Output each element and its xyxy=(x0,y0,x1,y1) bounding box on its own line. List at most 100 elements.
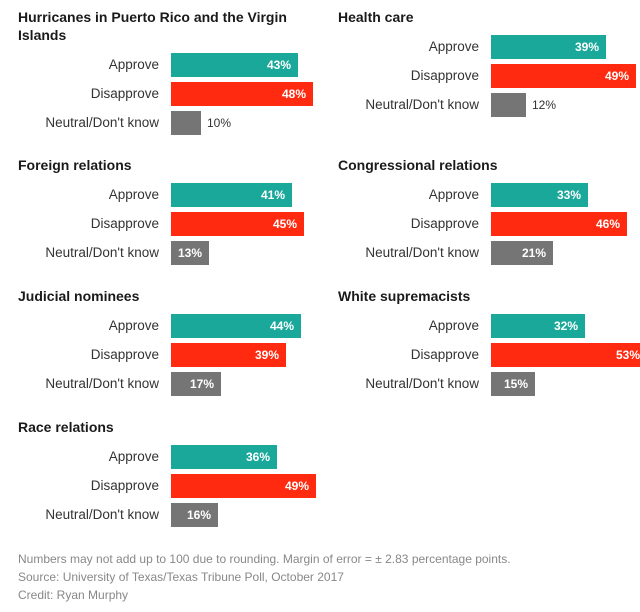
category-label: Approve xyxy=(428,39,479,54)
category-label: Neutral/Don't know xyxy=(365,245,479,260)
value-label: 21% xyxy=(521,246,546,260)
value-label: 46% xyxy=(595,217,620,231)
value-label: 53% xyxy=(615,348,640,362)
bar-row-disapprove: Disapprove 39% xyxy=(18,343,323,367)
panel-title: Foreign relations xyxy=(18,157,132,173)
category-label: Approve xyxy=(108,57,159,72)
bar-disapprove xyxy=(171,212,304,236)
panel-title: Judicial nominees xyxy=(18,288,140,304)
bar-row-approve: Approve 43% xyxy=(18,53,323,77)
chart-panel: Race relations Approve 36% Disapprove 49% Neu… xyxy=(18,418,323,527)
bar-disapprove xyxy=(171,82,313,106)
category-label: Disapprove xyxy=(90,216,159,231)
bar-disapprove xyxy=(491,64,636,88)
category-label: Disapprove xyxy=(90,86,159,101)
value-label: 10% xyxy=(207,116,232,130)
value-label: 36% xyxy=(245,450,270,464)
chart-panel: Foreign relations Approve 41% Disapprove 45%… xyxy=(18,156,323,265)
bar-neutral xyxy=(171,111,201,135)
bar-disapprove xyxy=(491,343,640,367)
category-label: Neutral/Don't know xyxy=(365,97,479,112)
bar-neutral xyxy=(171,241,209,265)
value-label: 45% xyxy=(272,217,297,231)
value-label: 49% xyxy=(284,479,309,493)
bar-neutral xyxy=(491,241,553,265)
category-label: Approve xyxy=(108,318,159,333)
value-label: 16% xyxy=(186,508,211,522)
value-label: 12% xyxy=(532,98,557,112)
panel-title: Health care xyxy=(338,9,414,25)
chart-panel: White supremacists Approve 32% Disapprove 53… xyxy=(338,287,640,396)
chart-panel: Hurricanes in Puerto Rico and the Virgin… xyxy=(18,8,323,135)
chart-panel: Health care Approve 39% Disapprove 49% Neutra… xyxy=(338,8,640,117)
value-label: 41% xyxy=(260,188,285,202)
panel-title: Race relations xyxy=(18,419,114,435)
value-label: 15% xyxy=(503,377,528,391)
bar-approve xyxy=(171,183,292,207)
bar-row-approve: Approve 36% xyxy=(18,445,323,469)
bar-row-approve: Approve 32% xyxy=(338,314,640,338)
bar-approve xyxy=(491,314,585,338)
bar-approve xyxy=(491,35,606,59)
value-label: 49% xyxy=(604,69,629,83)
bar-row-approve: Approve 39% xyxy=(338,35,640,59)
category-label: Approve xyxy=(428,187,479,202)
panel-title: Hurricanes in Puerto Rico and the Virgin… xyxy=(18,9,287,43)
category-label: Neutral/Don't know xyxy=(45,115,159,130)
panel-title: White supremacists xyxy=(338,288,471,304)
bar-row-disapprove: Disapprove 49% xyxy=(18,474,323,498)
bar-row-neutral: Neutral/Don't know 16% xyxy=(18,503,323,527)
bar-row-disapprove: Disapprove 49% xyxy=(338,64,640,88)
bar-row-neutral: Neutral/Don't know 21% xyxy=(338,241,640,265)
category-label: Neutral/Don't know xyxy=(45,245,159,260)
bar-row-approve: Approve 41% xyxy=(18,183,323,207)
category-label: Approve xyxy=(428,318,479,333)
value-label: 32% xyxy=(553,319,578,333)
category-label: Disapprove xyxy=(410,216,479,231)
bar-neutral xyxy=(491,372,535,396)
bar-approve xyxy=(491,183,588,207)
value-label: 13% xyxy=(177,246,202,260)
bar-neutral xyxy=(491,93,526,117)
bar-disapprove xyxy=(171,474,316,498)
value-label: 39% xyxy=(254,348,279,362)
bar-disapprove xyxy=(171,343,286,367)
bar-row-approve: Approve 44% xyxy=(18,314,323,338)
bar-row-neutral: Neutral/Don't know 12% xyxy=(338,93,640,117)
bar-approve xyxy=(171,445,277,469)
value-label: 39% xyxy=(574,40,599,54)
category-label: Disapprove xyxy=(410,68,479,83)
value-label: 43% xyxy=(266,58,291,72)
value-label: 33% xyxy=(556,188,581,202)
bar-approve xyxy=(171,53,298,77)
value-label: 17% xyxy=(189,377,214,391)
bar-row-disapprove: Disapprove 48% xyxy=(18,82,323,106)
bar-row-disapprove: Disapprove 46% xyxy=(338,212,640,236)
category-label: Neutral/Don't know xyxy=(45,507,159,522)
category-label: Disapprove xyxy=(90,347,159,362)
bar-row-neutral: Neutral/Don't know 17% xyxy=(18,372,323,396)
bar-approve xyxy=(171,314,301,338)
category-label: Neutral/Don't know xyxy=(365,376,479,391)
bar-neutral xyxy=(171,503,218,527)
panel-title: Congressional relations xyxy=(338,157,498,173)
value-label: 44% xyxy=(269,319,294,333)
category-label: Disapprove xyxy=(410,347,479,362)
bar-neutral xyxy=(171,372,221,396)
bar-row-disapprove: Disapprove 45% xyxy=(18,212,323,236)
chart-panel: Congressional relations Approve 33% Disappr… xyxy=(338,156,640,265)
category-label: Approve xyxy=(108,187,159,202)
footer-source: Source: University of Texas/Texas Tribun… xyxy=(18,570,344,584)
bar-row-disapprove: Disapprove 53% xyxy=(338,343,640,367)
value-label: 48% xyxy=(281,87,306,101)
bar-disapprove xyxy=(491,212,627,236)
bar-row-neutral: Neutral/Don't know 15% xyxy=(338,372,640,396)
footer-note: Numbers may not add up to 100 due to rou… xyxy=(18,552,511,566)
footer-credit: Credit: Ryan Murphy xyxy=(18,588,129,602)
chart-footer: Numbers may not add up to 100 due to rou… xyxy=(18,550,511,604)
category-label: Disapprove xyxy=(90,478,159,493)
category-label: Neutral/Don't know xyxy=(45,376,159,391)
bar-row-neutral: Neutral/Don't know 10% xyxy=(18,111,323,135)
bar-row-neutral: Neutral/Don't know 13% xyxy=(18,241,323,265)
chart-panel: Judicial nominees Approve 44% Disapprove 39%… xyxy=(18,287,323,396)
